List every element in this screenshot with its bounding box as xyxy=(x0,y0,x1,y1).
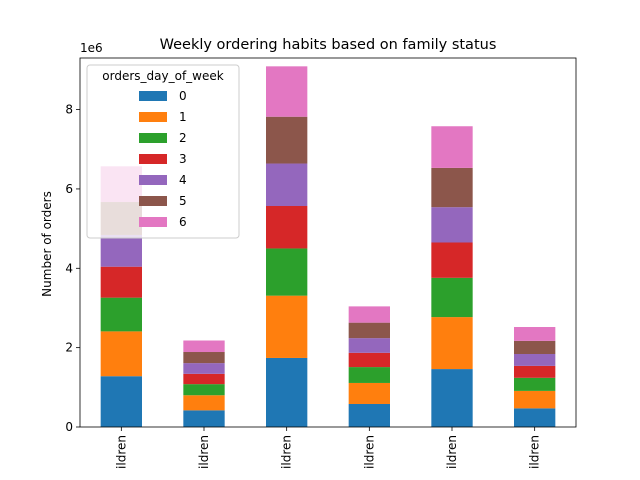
legend-label: 1 xyxy=(179,110,187,124)
bar-segment-3-5 xyxy=(348,322,390,339)
legend-swatch xyxy=(139,133,167,143)
bar-segment-3-1 xyxy=(348,382,390,404)
x-tick-label: ildren xyxy=(280,435,294,469)
x-tick-label: ildren xyxy=(362,435,376,469)
axes-group: 0 2 4 6 8 ildren ildren ildren ildren ildren ildre… xyxy=(65,103,541,469)
legend-label: 6 xyxy=(179,215,187,229)
legend-swatch xyxy=(139,91,167,101)
x-tick-label: ildren xyxy=(445,435,459,469)
bar-segment-4-3 xyxy=(431,242,473,278)
y-tick-label: 4 xyxy=(65,261,73,275)
legend-frame xyxy=(86,64,240,239)
bar-segment-0-2 xyxy=(100,297,142,332)
bar-segment-1-4 xyxy=(183,363,225,374)
bar-segment-5-6 xyxy=(514,327,556,341)
bar-segment-2-4 xyxy=(266,163,308,206)
bar-segment-3-0 xyxy=(348,403,390,427)
legend-label: 4 xyxy=(179,173,187,187)
legend-swatch xyxy=(139,112,167,122)
legend-label: 5 xyxy=(179,194,187,208)
bar-segment-1-6 xyxy=(183,340,225,353)
bar-segment-2-0 xyxy=(266,357,308,427)
bar-segment-0-4 xyxy=(100,234,142,267)
bars-group xyxy=(100,66,556,427)
bar-segment-0-1 xyxy=(100,331,142,377)
bar-segment-5-3 xyxy=(514,365,556,378)
bar-segment-2-2 xyxy=(266,248,308,296)
bar-segment-1-0 xyxy=(183,410,225,427)
bar-segment-3-4 xyxy=(348,338,390,353)
x-tick-label: ildren xyxy=(528,435,542,469)
bar-segment-4-0 xyxy=(431,369,473,427)
bar-segment-4-4 xyxy=(431,207,473,243)
bar-segment-4-5 xyxy=(431,167,473,208)
y-tick-label: 0 xyxy=(65,420,73,434)
bar-segment-5-0 xyxy=(514,408,556,427)
bar-segment-5-4 xyxy=(514,353,556,366)
bar-segment-1-3 xyxy=(183,373,225,385)
legend-swatch xyxy=(139,175,167,185)
x-tick-label: ildren xyxy=(114,435,128,469)
bar-segment-2-1 xyxy=(266,295,308,358)
legend-title: orders_day_of_week xyxy=(102,69,223,83)
y-scale-label: 1e6 xyxy=(80,41,103,55)
plot-frame xyxy=(79,57,577,428)
legend-swatch xyxy=(139,196,167,206)
y-tick-label: 8 xyxy=(65,103,73,117)
bar-segment-5-1 xyxy=(514,390,556,409)
y-axis-label: Number of orders xyxy=(40,191,54,297)
bar-segment-2-5 xyxy=(266,116,308,164)
bar-segment-1-5 xyxy=(183,352,225,364)
legend-swatch xyxy=(139,154,167,164)
x-tick-label: ildren xyxy=(197,435,211,469)
bar-segment-1-1 xyxy=(183,395,225,411)
bar-segment-2-6 xyxy=(266,66,308,117)
bar-segment-4-1 xyxy=(431,317,473,370)
bar-segment-3-2 xyxy=(348,367,390,383)
legend-swatch xyxy=(139,217,167,227)
bar-segment-0-3 xyxy=(100,266,142,298)
chart-title: Weekly ordering habits based on family s… xyxy=(160,37,497,53)
y-tick-label: 6 xyxy=(65,182,73,196)
bar-segment-5-2 xyxy=(514,377,556,391)
bar-segment-0-0 xyxy=(100,376,142,427)
legend-label: 0 xyxy=(179,89,187,103)
bar-segment-1-2 xyxy=(183,384,225,396)
bar-segment-5-5 xyxy=(514,340,556,354)
legend-label: 3 xyxy=(179,152,187,166)
bar-segment-4-2 xyxy=(431,277,473,318)
bar-segment-4-6 xyxy=(431,126,473,168)
y-tick-label: 2 xyxy=(65,341,73,355)
legend: orders_day_of_week 0 1 2 3 4 5 6 xyxy=(86,64,240,239)
bar-segment-3-3 xyxy=(348,352,390,368)
bar-segment-2-3 xyxy=(266,205,308,249)
legend-label: 2 xyxy=(179,131,187,145)
bar-segment-3-6 xyxy=(348,306,390,323)
